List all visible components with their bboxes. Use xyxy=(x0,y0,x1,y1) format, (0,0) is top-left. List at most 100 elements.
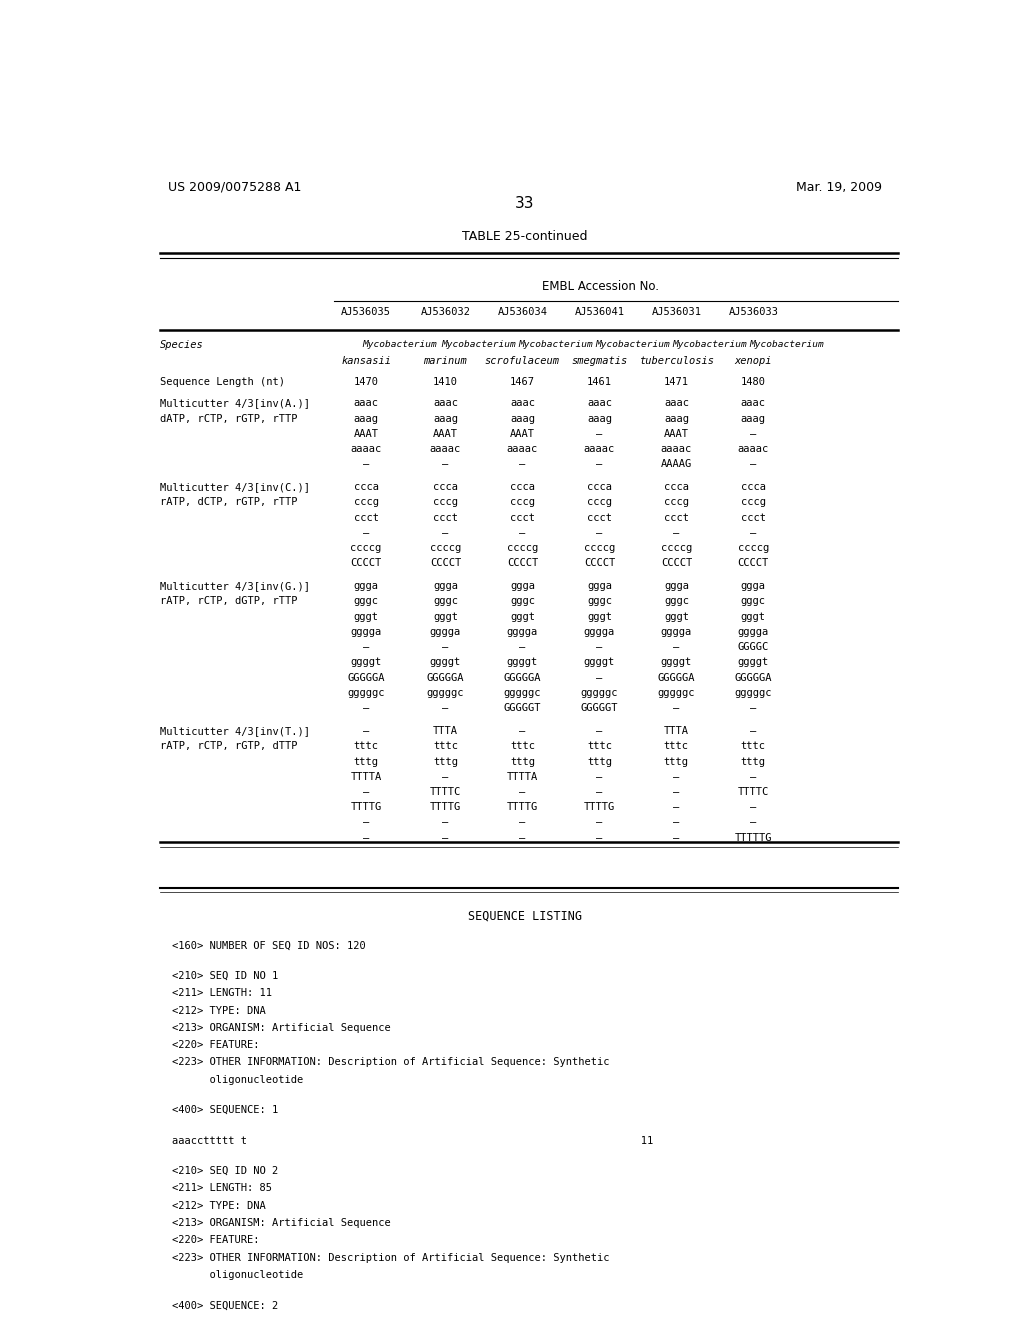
Text: –: – xyxy=(673,528,680,537)
Text: –: – xyxy=(442,704,449,713)
Text: ccccg: ccccg xyxy=(350,543,382,553)
Text: –: – xyxy=(751,429,757,438)
Text: tttc: tttc xyxy=(510,742,535,751)
Text: GGGGC: GGGGC xyxy=(737,643,769,652)
Text: rATP, rCTP, rGTP, dTTP: rATP, rCTP, rGTP, dTTP xyxy=(160,742,297,751)
Text: aaag: aaag xyxy=(587,413,612,424)
Text: ggggt: ggggt xyxy=(584,657,615,668)
Text: gggc: gggc xyxy=(664,597,689,606)
Text: –: – xyxy=(596,817,602,828)
Text: ccct: ccct xyxy=(433,512,458,523)
Text: aaag: aaag xyxy=(510,413,535,424)
Text: –: – xyxy=(519,817,525,828)
Text: –: – xyxy=(596,528,602,537)
Text: gggt: gggt xyxy=(664,611,689,622)
Text: –: – xyxy=(751,817,757,828)
Text: oligonucleotide: oligonucleotide xyxy=(172,1074,303,1085)
Text: Sequence Length (nt): Sequence Length (nt) xyxy=(160,378,285,387)
Text: aaac: aaac xyxy=(587,399,612,408)
Text: –: – xyxy=(362,643,370,652)
Text: TTTA: TTTA xyxy=(664,726,689,737)
Text: ccca: ccca xyxy=(353,482,379,492)
Text: –: – xyxy=(596,772,602,781)
Text: Multicutter 4/3[inv(T.)]: Multicutter 4/3[inv(T.)] xyxy=(160,726,309,737)
Text: –: – xyxy=(673,817,680,828)
Text: TTTTG: TTTTG xyxy=(430,803,461,812)
Text: 33: 33 xyxy=(515,195,535,211)
Text: –: – xyxy=(751,803,757,812)
Text: ggga: ggga xyxy=(740,581,766,591)
Text: –: – xyxy=(673,803,680,812)
Text: ccct: ccct xyxy=(664,512,689,523)
Text: aaaccttttt t                                                               11: aaaccttttt t 11 xyxy=(172,1135,653,1146)
Text: <212> TYPE: DNA: <212> TYPE: DNA xyxy=(172,1006,265,1015)
Text: aaaac: aaaac xyxy=(737,444,769,454)
Text: TTTTG: TTTTG xyxy=(507,803,538,812)
Text: 1461: 1461 xyxy=(587,378,612,387)
Text: gggc: gggc xyxy=(353,597,379,606)
Text: AAAT: AAAT xyxy=(353,429,379,438)
Text: tttg: tttg xyxy=(740,756,766,767)
Text: gggggc: gggggc xyxy=(734,688,772,698)
Text: –: – xyxy=(751,459,757,469)
Text: aaag: aaag xyxy=(740,413,766,424)
Text: –: – xyxy=(751,726,757,737)
Text: ccca: ccca xyxy=(664,482,689,492)
Text: xenopi: xenopi xyxy=(734,355,772,366)
Text: –: – xyxy=(519,787,525,797)
Text: GGGGGA: GGGGGA xyxy=(427,673,464,682)
Text: gggt: gggt xyxy=(510,611,535,622)
Text: ccccg: ccccg xyxy=(430,543,461,553)
Text: aaag: aaag xyxy=(433,413,458,424)
Text: gggc: gggc xyxy=(433,597,458,606)
Text: aaaac: aaaac xyxy=(430,444,461,454)
Text: AAAT: AAAT xyxy=(510,429,535,438)
Text: –: – xyxy=(442,833,449,842)
Text: TTTTTG: TTTTTG xyxy=(734,833,772,842)
Text: gggc: gggc xyxy=(510,597,535,606)
Text: ccccg: ccccg xyxy=(737,543,769,553)
Text: CCCCT: CCCCT xyxy=(350,558,382,569)
Text: –: – xyxy=(596,726,602,737)
Text: GGGGGA: GGGGGA xyxy=(504,673,541,682)
Text: tuberculosis: tuberculosis xyxy=(639,355,714,366)
Text: Multicutter 4/3[inv(A.)]: Multicutter 4/3[inv(A.)] xyxy=(160,399,309,408)
Text: tttc: tttc xyxy=(433,742,458,751)
Text: GGGGGT: GGGGGT xyxy=(581,704,618,713)
Text: –: – xyxy=(673,833,680,842)
Text: aaaac: aaaac xyxy=(584,444,615,454)
Text: –: – xyxy=(442,459,449,469)
Text: <223> OTHER INFORMATION: Description of Artificial Sequence: Synthetic: <223> OTHER INFORMATION: Description of … xyxy=(172,1057,609,1068)
Text: –: – xyxy=(442,772,449,781)
Text: –: – xyxy=(596,459,602,469)
Text: oligonucleotide: oligonucleotide xyxy=(172,1270,303,1280)
Text: EMBL Accession No.: EMBL Accession No. xyxy=(542,280,658,293)
Text: gggggc: gggggc xyxy=(581,688,618,698)
Text: <400> SEQUENCE: 2: <400> SEQUENCE: 2 xyxy=(172,1300,278,1311)
Text: 1471: 1471 xyxy=(664,378,689,387)
Text: gggt: gggt xyxy=(353,611,379,622)
Text: <210> SEQ ID NO 2: <210> SEQ ID NO 2 xyxy=(172,1166,278,1176)
Text: ccccg: ccccg xyxy=(584,543,615,553)
Text: –: – xyxy=(362,833,370,842)
Text: AJ536041: AJ536041 xyxy=(574,306,625,317)
Text: –: – xyxy=(362,459,370,469)
Text: TTTTA: TTTTA xyxy=(507,772,538,781)
Text: Mycobacterium: Mycobacterium xyxy=(362,341,437,350)
Text: gggggc: gggggc xyxy=(347,688,385,698)
Text: –: – xyxy=(596,833,602,842)
Text: gggga: gggga xyxy=(350,627,382,638)
Text: TTTTC: TTTTC xyxy=(737,787,769,797)
Text: –: – xyxy=(362,704,370,713)
Text: <220> FEATURE:: <220> FEATURE: xyxy=(172,1236,259,1245)
Text: ggga: ggga xyxy=(433,581,458,591)
Text: –: – xyxy=(596,643,602,652)
Text: US 2009/0075288 A1: US 2009/0075288 A1 xyxy=(168,181,301,194)
Text: –: – xyxy=(519,643,525,652)
Text: tttg: tttg xyxy=(664,756,689,767)
Text: ggggt: ggggt xyxy=(660,657,692,668)
Text: GGGGGA: GGGGGA xyxy=(734,673,772,682)
Text: tttc: tttc xyxy=(740,742,766,751)
Text: aaag: aaag xyxy=(353,413,379,424)
Text: cccg: cccg xyxy=(664,498,689,507)
